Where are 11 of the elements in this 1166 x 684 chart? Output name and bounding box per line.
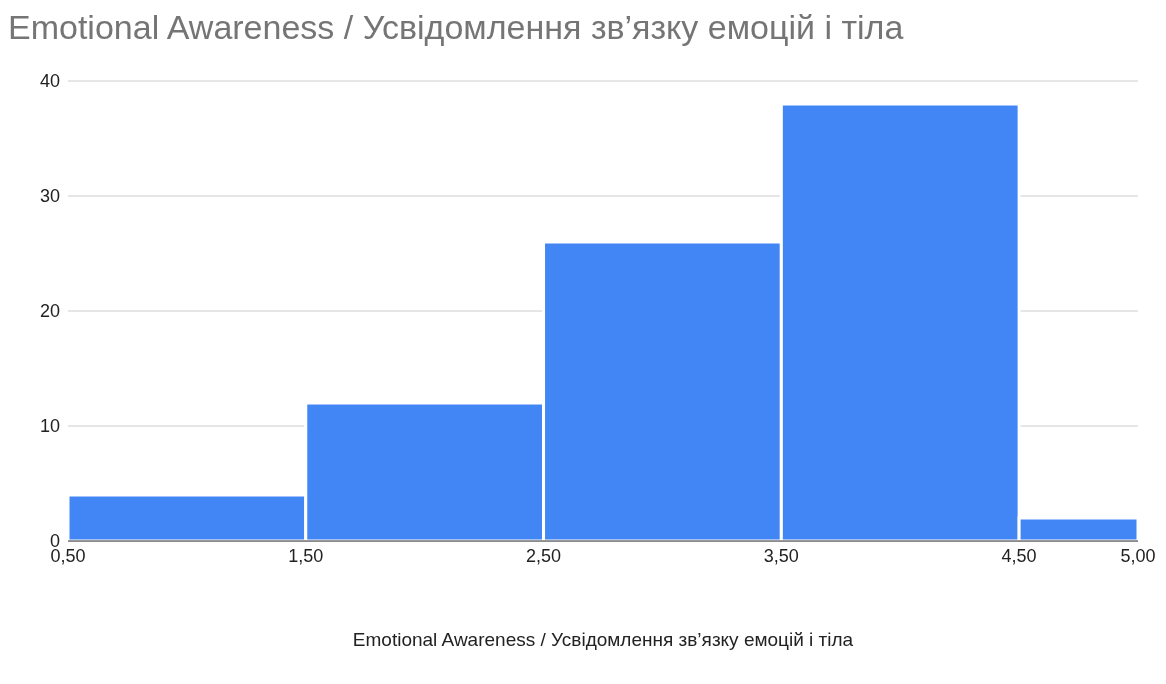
y-tick-label: 10 — [39, 416, 60, 437]
y-tick-label: 40 — [39, 71, 60, 92]
x-tick-label: 1,50 — [288, 545, 324, 566]
y-tick-label: 20 — [39, 301, 60, 322]
x-tick-label: 3,50 — [763, 545, 799, 566]
x-axis-title: Emotional Awareness / Усвідомлення зв’язку емоцій і тіла — [352, 629, 854, 650]
x-tick-label: 4,50 — [1001, 545, 1037, 566]
chart-title: Emotional Awareness / Усвідомлення зв’язку емоцій і тіла — [8, 8, 905, 47]
y-tick-label: 30 — [39, 186, 60, 207]
x-tick-label: 5,00 — [1120, 545, 1156, 566]
x-tick-label: 2,50 — [526, 545, 562, 566]
